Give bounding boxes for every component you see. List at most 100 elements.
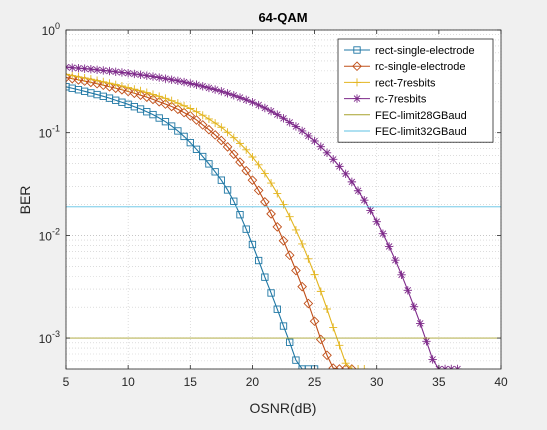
diamond-marker [284,250,295,261]
square-marker [186,138,194,147]
plus-marker [186,104,195,113]
legend-entry: rc-7resbits [344,94,427,106]
diamond-marker [260,197,270,207]
star-marker [68,63,77,72]
plus-marker [204,114,213,123]
plus-marker [236,139,244,148]
plus-marker [68,71,77,80]
diamond-marker [210,130,220,140]
square-marker [174,127,182,135]
star-marker [105,66,114,76]
star-marker [347,177,357,187]
star-marker [335,162,344,171]
legend-label: rect-single-electrode [375,45,475,57]
star-marker [322,148,332,158]
plus-marker [347,365,356,369]
square-marker [236,211,244,219]
plus-marker [93,76,102,85]
plus-marker [285,212,294,221]
plus-marker [217,123,226,132]
star-marker [360,196,369,205]
star-marker [173,76,183,86]
plus-marker [111,80,120,89]
legend-label: FEC-limit32GBaud [375,126,467,138]
square-marker [273,305,281,313]
star-marker [242,95,251,105]
y-tick-label: 10-3 [39,329,60,346]
diamond-marker [173,104,183,115]
star-marker [384,242,394,251]
star-marker [422,337,431,346]
legend-entry: rect-single-electrode [344,45,475,57]
plus-marker [136,86,145,95]
square-marker [279,322,288,330]
plus-marker [130,85,139,94]
plus-marker [223,128,232,137]
star-marker [248,98,257,107]
diamond-marker [222,142,233,152]
legend-label: FEC-limit28GBaud [375,110,467,122]
star-marker [416,319,425,328]
diamond-marker [92,78,102,89]
star-marker [273,110,282,119]
plus-marker [316,287,325,296]
diamond-marker [98,80,109,91]
diamond-marker [148,94,158,105]
diamond-marker [303,298,314,309]
diamond-marker [352,61,362,72]
square-marker [211,168,219,176]
diamond-marker [73,75,84,85]
star-marker [254,100,263,110]
diamond-marker [241,165,252,176]
plus-marker [242,145,251,154]
star-marker [74,63,83,73]
star-marker [366,206,375,215]
diamond-marker [322,350,332,361]
star-marker [111,67,120,76]
square-marker [292,356,300,364]
square-marker [217,176,226,184]
chart-title: 64-QAM [258,10,307,25]
plus-marker [161,94,170,103]
y-tick-label: 10-2 [39,226,60,243]
star-marker [204,83,214,93]
star-marker [92,65,102,74]
diamond-marker [272,222,283,232]
diamond-marker [110,83,121,94]
diamond-marker [278,235,289,246]
plus-marker [155,92,164,101]
star-marker [229,91,238,100]
x-tick-label: 15 [184,375,198,389]
plus-marker [260,169,269,178]
series-line-rc-single-electrode [66,76,352,369]
plus-marker [341,359,350,368]
square-marker [230,197,238,205]
x-tick-label: 35 [432,375,446,389]
plus-marker [142,88,151,97]
plus-marker [105,79,114,88]
diamond-marker [160,99,171,109]
diamond-marker [79,76,90,86]
diamond-marker [266,209,276,219]
plus-marker [180,101,189,110]
star-marker [86,65,96,74]
plus-marker [310,270,319,279]
plus-marker [149,90,157,99]
x-tick-label: 20 [246,375,260,389]
legend-entry: FEC-limit32GBaud [344,126,467,138]
diamond-marker [347,364,357,369]
legend-label: rc-7resbits [375,94,427,106]
plus-marker [354,365,363,369]
diamond-marker [297,281,307,292]
diamond-marker [197,120,208,130]
square-marker [261,273,269,281]
legend-entry: rect-7resbits [344,77,436,89]
plus-marker [99,77,108,86]
star-marker [130,69,139,79]
series-rect-7resbits [66,70,369,369]
star-marker [291,122,301,131]
star-marker [198,82,207,91]
diamond-marker [228,149,239,160]
star-marker [260,103,270,113]
star-marker [167,75,176,84]
